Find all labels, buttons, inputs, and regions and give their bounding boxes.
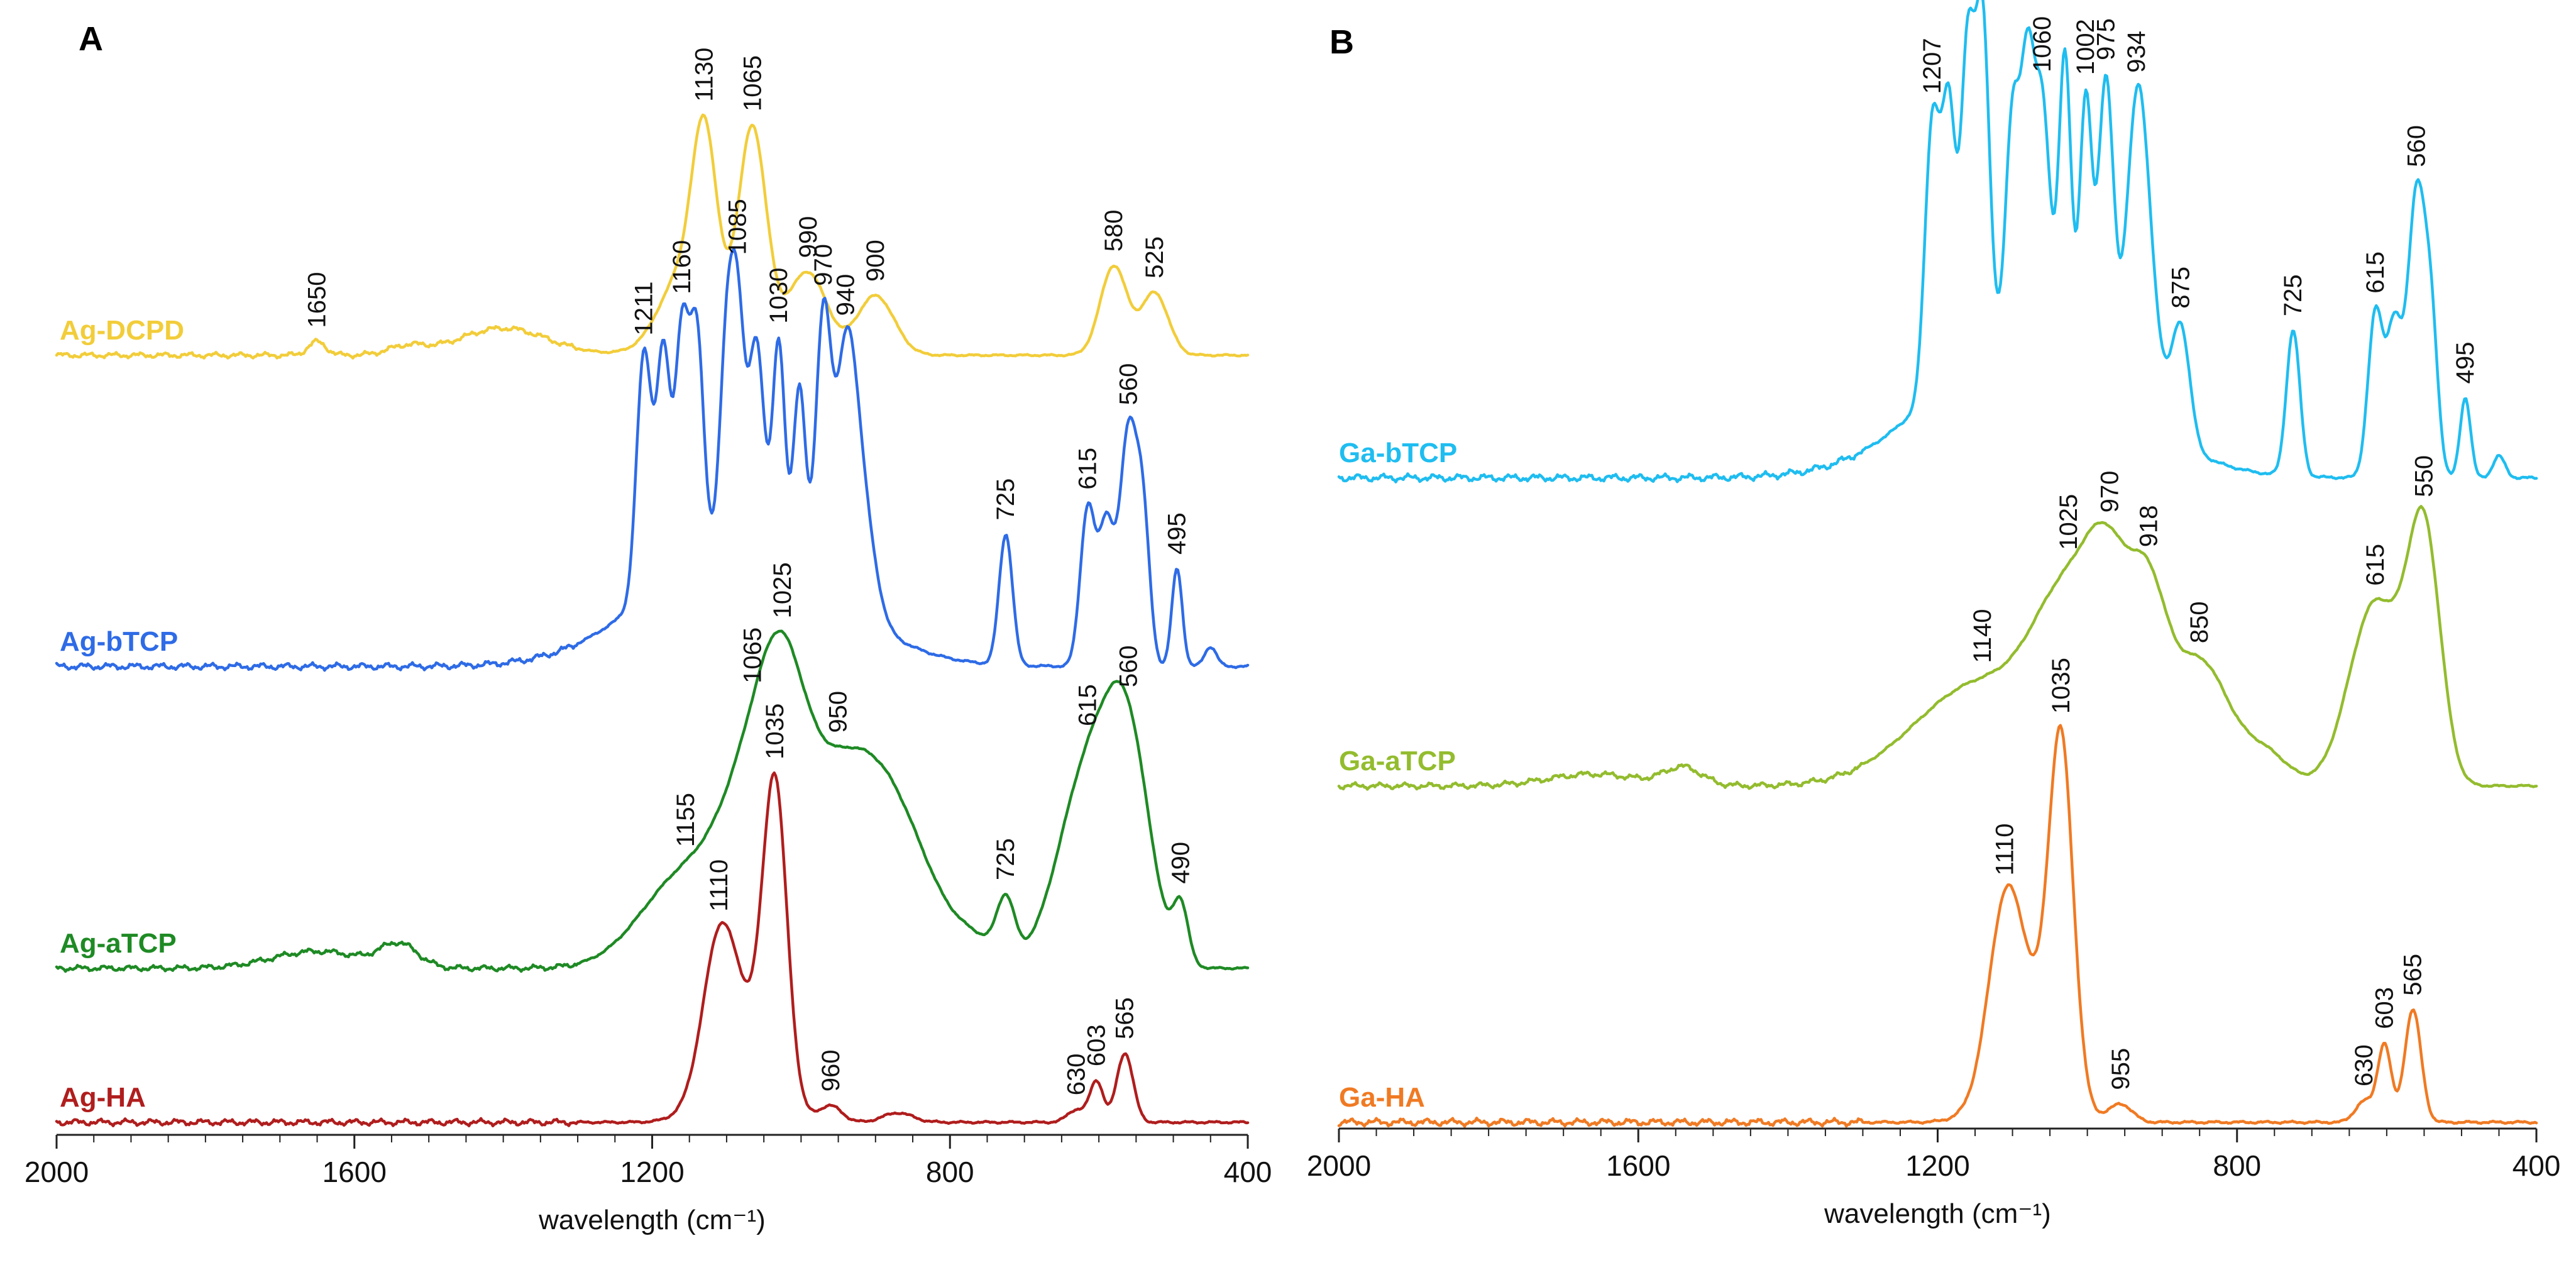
panel-a: A Ag-DCPD 1650 1130 1065 990 900 580 525 Ag-bTCP 1… xyxy=(25,20,1272,1235)
peak-label: 875 xyxy=(2167,267,2195,309)
series-ag-dcpd: Ag-DCPD 1650 1130 1065 990 900 580 525 xyxy=(55,48,1250,360)
peak-label: 1030 xyxy=(765,268,793,324)
peak-label: 1025 xyxy=(2055,494,2083,550)
series-label: Ga-HA xyxy=(1339,1082,1425,1113)
peak-label: 950 xyxy=(825,691,852,733)
x-axis-title: wavelength (cm⁻¹) xyxy=(1824,1198,2051,1229)
peak-label: 1035 xyxy=(2047,658,2075,714)
peak-label: 955 xyxy=(2107,1048,2135,1090)
spectrum-line xyxy=(55,113,1250,360)
peak-label: 1085 xyxy=(724,199,752,255)
peak-label: 975 xyxy=(2092,18,2120,60)
spectrum-line xyxy=(1337,505,2538,791)
series-label: Ag-DCPD xyxy=(60,315,184,346)
peak-label: 1650 xyxy=(304,272,331,328)
series-label: Ag-aTCP xyxy=(60,928,177,959)
peak-label: 1140 xyxy=(1969,609,1996,663)
peak-label: 960 xyxy=(817,1050,845,1092)
peak-label: 850 xyxy=(2186,601,2213,643)
peak-label: 525 xyxy=(1141,236,1169,279)
peak-label: 970 xyxy=(2096,471,2123,513)
peak-label: 918 xyxy=(2135,505,2162,548)
x-tick-label: 1200 xyxy=(1905,1149,1969,1182)
peak-label: 1130 xyxy=(690,48,718,102)
peak-label: 970 xyxy=(810,244,837,286)
series-label: Ga-bTCP xyxy=(1339,438,1457,468)
x-tick-label: 400 xyxy=(2513,1149,2561,1182)
peak-label: 615 xyxy=(1074,448,1101,490)
peak-label: 550 xyxy=(2410,455,2438,497)
peak-label: 603 xyxy=(1083,1024,1111,1066)
peak-label: 603 xyxy=(2370,987,2398,1029)
peak-label: 725 xyxy=(2279,274,2307,316)
peak-label: 1060 xyxy=(2028,16,2056,72)
peak-label: 900 xyxy=(862,240,889,282)
peak-label: 1207 xyxy=(1918,38,1946,94)
x-tick-label: 400 xyxy=(1224,1156,1272,1188)
series-label: Ag-bTCP xyxy=(60,626,178,657)
peak-label: 934 xyxy=(2123,31,2150,73)
x-tick-label: 2000 xyxy=(25,1156,89,1188)
series-ga-atcp: Ga-aTCP 1140 1025 970 918 850 615 550 xyxy=(1337,455,2538,791)
peak-label: 725 xyxy=(992,838,1020,880)
peak-label: 565 xyxy=(2399,954,2427,996)
spectrum-line xyxy=(1337,0,2538,483)
spectrum-line xyxy=(55,629,1250,973)
peak-label: 615 xyxy=(2362,544,2389,586)
peak-label: 615 xyxy=(1074,684,1101,726)
x-tick-label: 1600 xyxy=(1606,1149,1670,1182)
peak-label: 1211 xyxy=(630,281,658,335)
peak-label: 1110 xyxy=(705,859,733,912)
x-tick-label: 800 xyxy=(926,1156,974,1188)
peak-label: 565 xyxy=(1111,997,1139,1039)
spectrum-line xyxy=(55,248,1250,672)
peak-label: 580 xyxy=(1100,209,1128,251)
peak-label: 1025 xyxy=(769,562,796,618)
peak-label: 1155 xyxy=(672,793,700,847)
peak-label: 560 xyxy=(1115,645,1143,687)
x-tick-label: 2000 xyxy=(1307,1149,1371,1182)
peak-label: 615 xyxy=(2362,251,2389,294)
panel-letter: B xyxy=(1329,23,1354,61)
peak-label: 1065 xyxy=(739,55,766,111)
peak-label: 1065 xyxy=(739,627,766,683)
peak-label: 725 xyxy=(992,478,1020,521)
peak-label: 630 xyxy=(1063,1054,1091,1096)
peak-label: 1160 xyxy=(668,240,696,294)
peak-label: 1110 xyxy=(1991,823,2019,875)
x-tick-label: 1200 xyxy=(620,1156,684,1188)
panel-letter: A xyxy=(79,20,103,58)
panel-b: BGa-bTCP12071150106010029759348757256155… xyxy=(1307,0,2561,1229)
peak-label: 495 xyxy=(2452,342,2479,384)
peak-label: 495 xyxy=(1164,512,1191,555)
series-label: Ag-HA xyxy=(60,1082,146,1113)
peak-label: 560 xyxy=(1115,363,1143,406)
spectrum-line xyxy=(1337,724,2538,1128)
peak-label: 940 xyxy=(832,274,859,316)
series-label: Ga-aTCP xyxy=(1339,746,1456,776)
spectrum-line xyxy=(55,771,1250,1128)
peak-label: 990 xyxy=(795,216,822,258)
x-axis-title: wavelength (cm⁻¹) xyxy=(538,1205,766,1235)
peak-label: 1035 xyxy=(761,704,789,759)
x-tick-label: 800 xyxy=(2213,1149,2261,1182)
peak-label: 630 xyxy=(2350,1044,2378,1086)
peak-label: 560 xyxy=(2403,125,2431,167)
peak-label: 490 xyxy=(1167,842,1194,884)
x-tick-label: 1600 xyxy=(322,1156,387,1188)
peak-label: 1002 xyxy=(2072,19,2100,75)
series-ga-btcp: Ga-bTCP120711501060100297593487572561556… xyxy=(1337,0,2538,483)
